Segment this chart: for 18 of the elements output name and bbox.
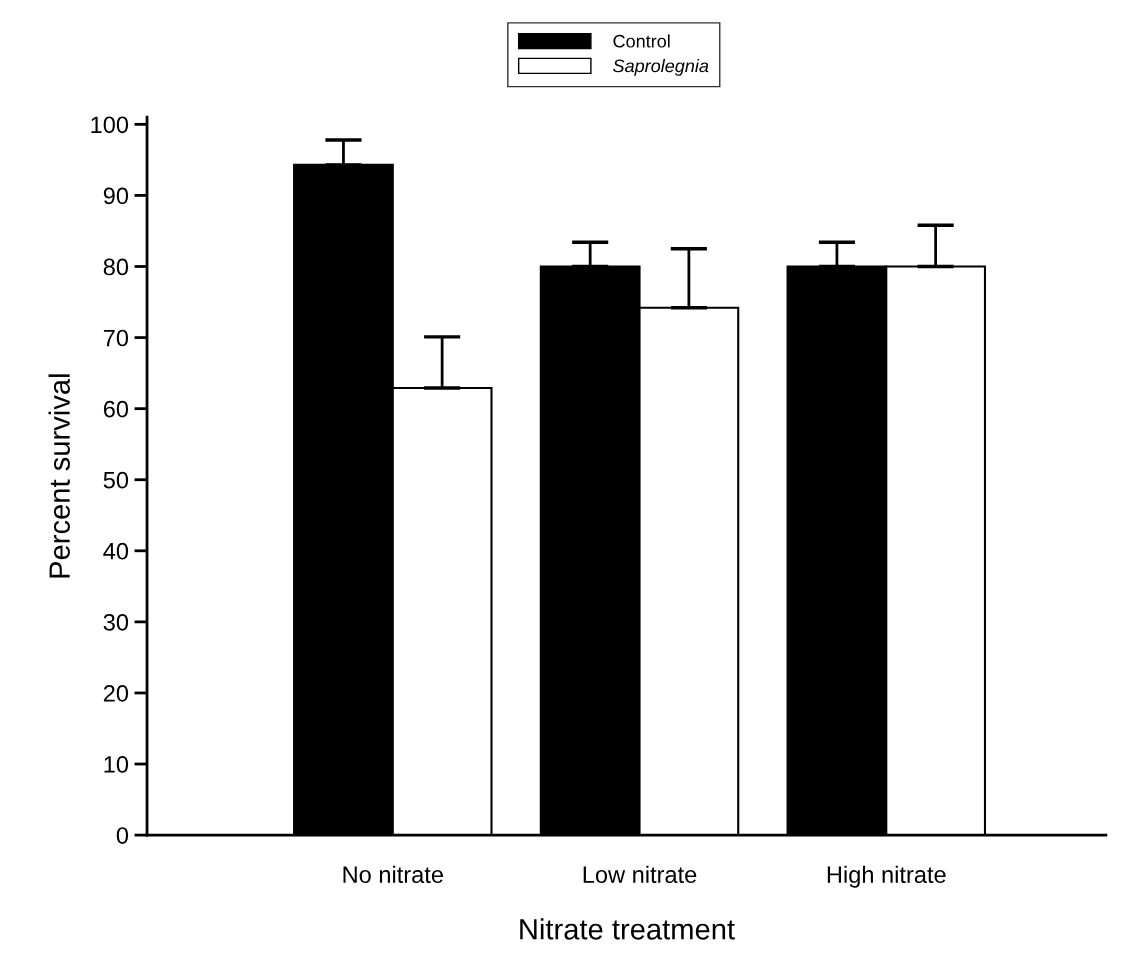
y-tick-label: 10: [104, 756, 129, 773]
y-tick-label: 50: [103, 471, 129, 489]
x-tick-label: No nitrate: [343, 865, 443, 884]
y-axis-title: Percent survival: [48, 374, 70, 578]
y-tick-label: 60: [103, 400, 129, 418]
y-tick-label: 70: [103, 329, 129, 347]
y-tick-label: 80: [103, 258, 129, 276]
y-tick-label: 30: [103, 613, 129, 631]
legend-label: Saprolegnia: [613, 59, 709, 76]
legend-label: Control: [613, 34, 670, 48]
y-tick-label: 0: [116, 827, 129, 844]
x-tick-label: High nitrate: [827, 865, 946, 888]
y-tick-label: 100: [91, 116, 129, 134]
y-tick-label: 40: [103, 542, 129, 560]
x-axis-title: Nitrate treatment: [520, 918, 735, 940]
y-tick-label: 20: [103, 685, 129, 702]
y-tick-label: 90: [103, 187, 129, 205]
x-tick-label: Low nitrate: [583, 865, 697, 884]
